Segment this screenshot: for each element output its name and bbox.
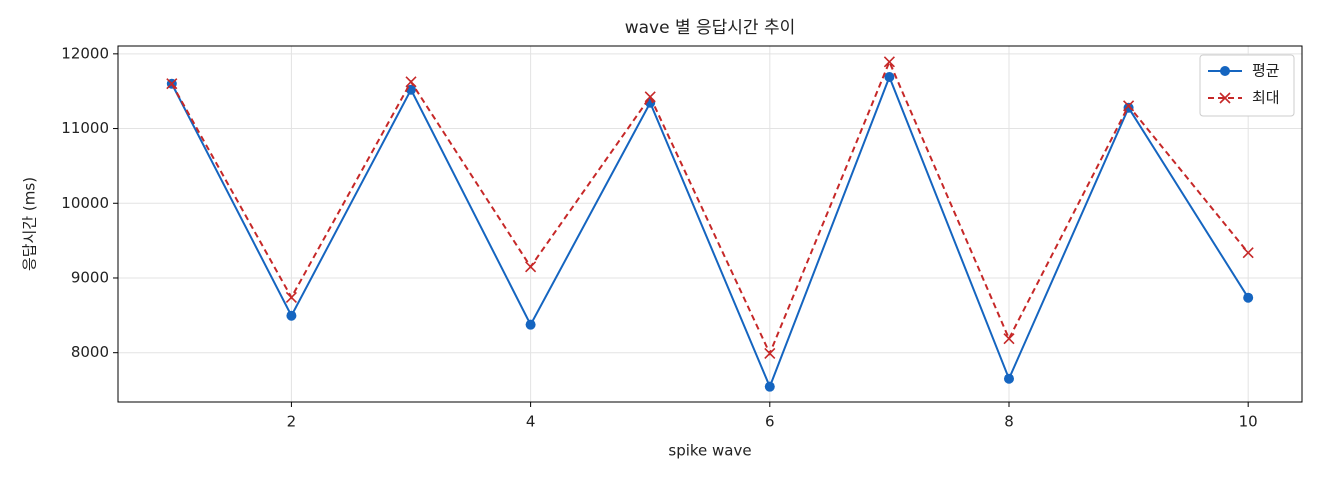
point [525, 261, 537, 273]
plot-frame [117, 45, 1303, 403]
x-tick-label: 4 [526, 413, 536, 431]
point [286, 310, 297, 321]
series-line [170, 74, 1250, 390]
x-tick-label: 6 [765, 413, 775, 431]
point [1003, 373, 1014, 384]
point [166, 78, 178, 90]
x-tick-label: 10 [1239, 413, 1258, 431]
point [525, 319, 536, 330]
point [405, 76, 417, 88]
point [1123, 102, 1134, 113]
x-axis-label: spike wave [668, 442, 751, 460]
y-tick-label: 8000 [71, 343, 109, 361]
point [764, 347, 776, 360]
y-tick-label: 9000 [71, 268, 109, 286]
y-axis-label: 응답시간 (ms) [21, 177, 39, 271]
legend-label: 최대 [1252, 89, 1280, 107]
x-tick-label: 2 [287, 413, 297, 431]
legend-label: 평균 [1252, 62, 1280, 80]
point [1242, 247, 1254, 259]
point [644, 91, 656, 103]
point [764, 381, 775, 392]
x-tick-label: 8 [1004, 413, 1014, 431]
chart-title: wave 별 응답시간 추이 [625, 18, 796, 38]
point [1123, 100, 1135, 112]
y-tick-label: 10000 [61, 194, 109, 212]
point [883, 56, 895, 68]
point [884, 72, 895, 83]
point [285, 291, 297, 303]
y-tick-label: 12000 [61, 44, 109, 62]
y-tick-label: 11000 [61, 119, 109, 137]
legend-marker [1220, 66, 1230, 76]
point [1003, 333, 1015, 345]
legend-marker [1219, 92, 1231, 104]
series-line [170, 59, 1249, 356]
legend-box [1199, 54, 1295, 117]
point [1243, 292, 1254, 303]
